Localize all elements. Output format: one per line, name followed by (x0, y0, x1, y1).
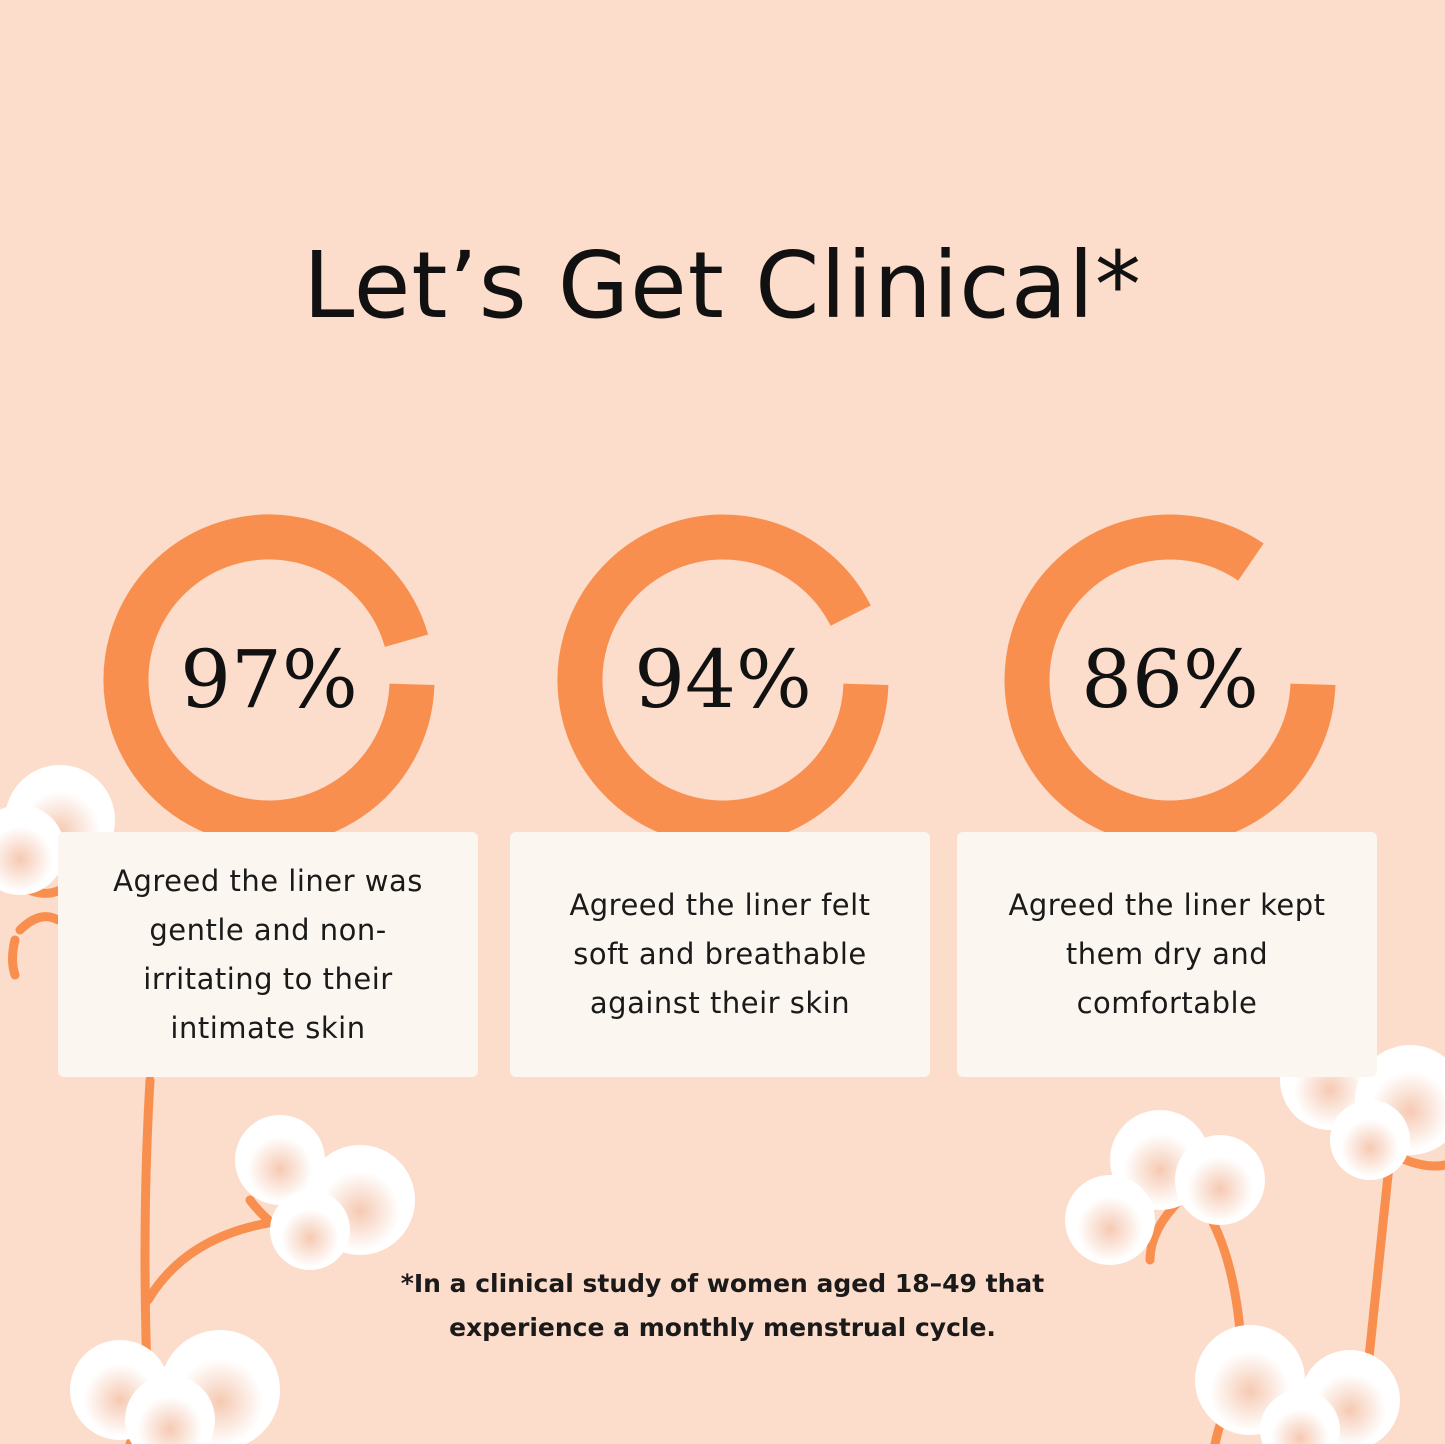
stat-percentage: 94% (634, 633, 812, 726)
stat-percentage: 86% (1081, 633, 1259, 726)
stat-ring-3: 86% (1000, 510, 1340, 850)
stat-card-3: Agreed the liner kept them dry and comfo… (957, 832, 1377, 1077)
stat-ring-1: 97% (99, 510, 439, 850)
stat-ring-2: 94% (553, 510, 893, 850)
footnote-text: *In a clinical study of women aged 18–49… (400, 1269, 1045, 1342)
stat-description: Agreed the liner kept them dry and comfo… (1008, 888, 1326, 1020)
stat-description: Agreed the liner felt soft and breathabl… (569, 888, 871, 1020)
ring-arc (1004, 514, 1336, 846)
page-title: Let’s Get Clinical* (303, 232, 1142, 339)
ring-arc (557, 514, 889, 846)
footnote: *In a clinical study of women aged 18–49… (0, 1262, 1445, 1350)
ring-arc (103, 514, 435, 846)
stat-percentage: 97% (180, 633, 358, 726)
stat-card-2: Agreed the liner felt soft and breathabl… (510, 832, 930, 1077)
stat-card-1: Agreed the liner was gentle and non-irri… (58, 832, 478, 1077)
stat-description: Agreed the liner was gentle and non-irri… (113, 863, 423, 1045)
